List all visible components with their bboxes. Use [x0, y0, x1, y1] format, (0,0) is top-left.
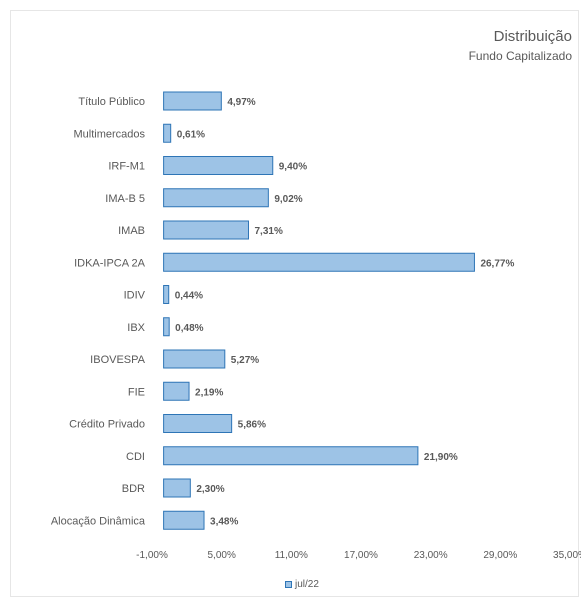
bar	[163, 91, 222, 111]
x-tick-label: 35,00%	[553, 550, 581, 561]
data-label: 3,48%	[210, 516, 238, 527]
x-tick-label: -1,00%	[136, 550, 168, 561]
category-label: Crédito Privado	[69, 419, 145, 431]
data-label: 2,19%	[195, 387, 223, 398]
x-tick-label: 11,00%	[275, 550, 308, 561]
data-label: 2,30%	[196, 484, 224, 495]
x-tick-label: 29,00%	[483, 550, 517, 561]
chart-subtitle: Fundo Capitalizado	[468, 49, 572, 63]
category-label: IMA-B 5	[105, 193, 145, 205]
data-label: 5,86%	[238, 420, 266, 431]
data-label: 9,40%	[279, 162, 307, 173]
category-label: IDKA-IPCA 2A	[74, 257, 146, 269]
category-label: Título Público	[78, 96, 145, 108]
category-label: IBOVESPA	[90, 354, 145, 366]
bar	[163, 446, 419, 466]
category-label: IDIV	[124, 290, 146, 302]
bar	[163, 123, 172, 143]
data-label: 5,27%	[231, 355, 259, 366]
bar	[163, 478, 191, 498]
data-label: 0,44%	[175, 291, 203, 302]
data-label: 9,02%	[274, 194, 302, 205]
category-label: IRF-M1	[108, 161, 145, 173]
legend-swatch	[285, 581, 292, 588]
x-tick-label: 23,00%	[414, 550, 448, 561]
data-label: 26,77%	[480, 258, 514, 269]
bar	[163, 414, 233, 433]
bar	[163, 349, 226, 369]
category-label: BDR	[122, 483, 145, 495]
data-label: 7,31%	[254, 226, 282, 237]
category-label: FIE	[128, 386, 145, 398]
data-label: 0,48%	[175, 323, 203, 334]
bar	[163, 156, 274, 175]
bar	[163, 188, 269, 208]
category-label: IMAB	[118, 225, 145, 237]
legend-label: jul/22	[295, 579, 319, 590]
data-label: 21,90%	[424, 452, 458, 463]
data-label: 0,61%	[177, 129, 205, 140]
bar	[163, 381, 190, 401]
category-label: IBX	[127, 322, 145, 334]
bar	[163, 285, 170, 304]
chart-legend: jul/22	[285, 579, 319, 590]
category-label: Multimercados	[73, 128, 145, 140]
category-label: Alocação Dinâmica	[51, 515, 146, 527]
bar	[163, 220, 249, 240]
category-label: CDI	[126, 451, 145, 463]
bar	[163, 510, 205, 530]
bar	[163, 317, 170, 337]
data-label: 4,97%	[227, 97, 255, 108]
chart-title: Distribuição	[493, 28, 572, 45]
x-tick-label: 17,00%	[344, 550, 378, 561]
bar	[163, 252, 475, 272]
x-tick-label: 5,00%	[207, 550, 235, 561]
